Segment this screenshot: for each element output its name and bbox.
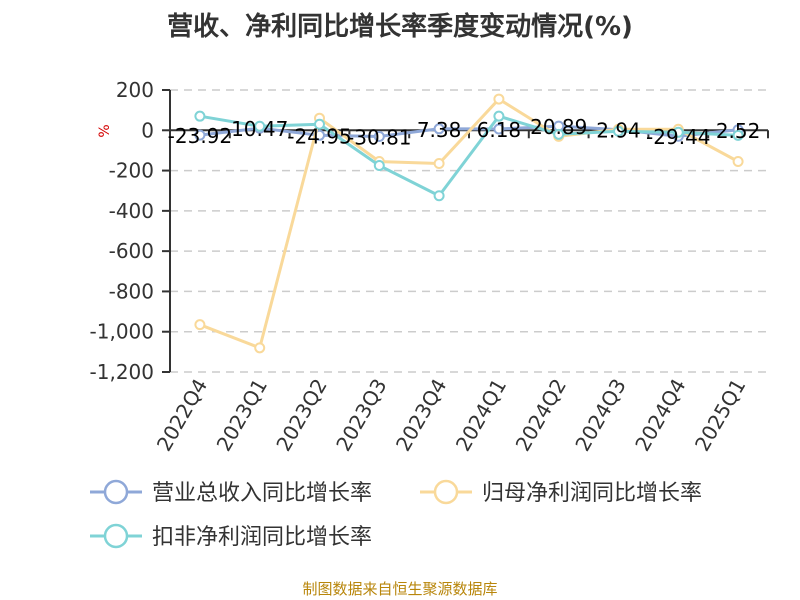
x-tick-label: 2023Q1	[212, 375, 272, 456]
data-point-2	[613, 125, 624, 137]
data-point-2	[314, 118, 325, 130]
x-tick-label: 2024Q1	[451, 375, 511, 456]
data-label: 6.18	[477, 118, 522, 142]
legend-label: 扣非净利润同比增长率	[152, 525, 372, 550]
data-point-0	[373, 130, 385, 142]
series-lines	[194, 93, 744, 354]
grid-lines	[170, 89, 768, 373]
x-tick-label: 2025Q1	[690, 375, 750, 456]
x-tick-label: 2023Q2	[271, 375, 331, 456]
data-point-2	[493, 110, 505, 122]
data-point-2	[553, 128, 565, 140]
data-label: 2.94	[596, 119, 641, 143]
source-note: 制图数据来自恒生聚源数据库	[302, 580, 498, 598]
data-point-2	[433, 190, 445, 202]
series-line-1	[199, 97, 739, 350]
x-tick-label: 2023Q3	[331, 375, 391, 456]
data-point-1	[254, 342, 266, 354]
x-tick-label: 2022Q4	[152, 375, 212, 456]
legend-label: 营业总收入同比增长率	[152, 481, 372, 506]
x-tick-label: 2024Q4	[630, 375, 690, 456]
x-tick-label: 2023Q4	[391, 374, 451, 455]
data-point-0	[493, 123, 505, 135]
legend-item-2[interactable]: 扣非净利润同比增长率	[90, 523, 372, 550]
x-axis-ticks: 2022Q4 2023Q1 2023Q2 2023Q3 2023Q4 2024Q1 2024…	[152, 374, 751, 455]
data-label: 7.38	[417, 118, 462, 142]
data-point-2	[194, 110, 206, 122]
data-point-1	[194, 319, 206, 331]
data-label: 10.47	[231, 117, 288, 141]
data-point-2	[254, 120, 266, 132]
y-tick-label: -1,000	[90, 320, 154, 344]
data-label: 2.52	[716, 119, 761, 143]
y-tick-label: 200	[116, 78, 154, 102]
data-point-1	[732, 156, 744, 168]
x-tick-label: 2024Q3	[570, 375, 630, 456]
y-tick-label: -1,200	[90, 360, 154, 384]
data-point-1	[433, 158, 445, 170]
data-label: 20.89	[530, 115, 587, 139]
legend-item-1[interactable]: 归母净利润同比增长率	[420, 479, 702, 506]
legend-marker-icon	[103, 479, 129, 505]
y-tick-label: -600	[109, 239, 154, 263]
data-point-0	[433, 123, 445, 135]
chart-title: 营收、净利同比增长率季度变动情况(%)	[167, 12, 633, 42]
y-tick-label: 0	[141, 118, 154, 142]
y-tick-label: -400	[109, 199, 154, 223]
data-point-2	[732, 129, 744, 141]
legend-label: 归母净利润同比增长率	[482, 481, 702, 506]
legend-item-0[interactable]: 营业总收入同比增长率	[90, 479, 372, 506]
x-tick-label: 2024Q2	[511, 375, 571, 456]
y-tick-label: -200	[109, 159, 154, 183]
data-point-2	[672, 126, 684, 138]
y-axis-unit: %	[97, 124, 113, 137]
data-label: -30.81	[347, 125, 411, 149]
data-label: -24.95	[287, 124, 351, 148]
data-label: -23.92	[168, 124, 232, 148]
y-tick-label: -800	[109, 279, 154, 303]
data-point-0	[194, 129, 206, 141]
series-line-2	[199, 114, 739, 198]
data-label: -29.44	[646, 125, 710, 149]
y-axis-ticks: 200 0 -200 -400 -600 -800 -1,000 -1,200	[90, 78, 154, 384]
legend-marker-icon	[103, 523, 129, 549]
legend-marker-icon	[433, 479, 459, 505]
data-point-2	[373, 160, 385, 172]
data-point-1	[493, 93, 505, 105]
